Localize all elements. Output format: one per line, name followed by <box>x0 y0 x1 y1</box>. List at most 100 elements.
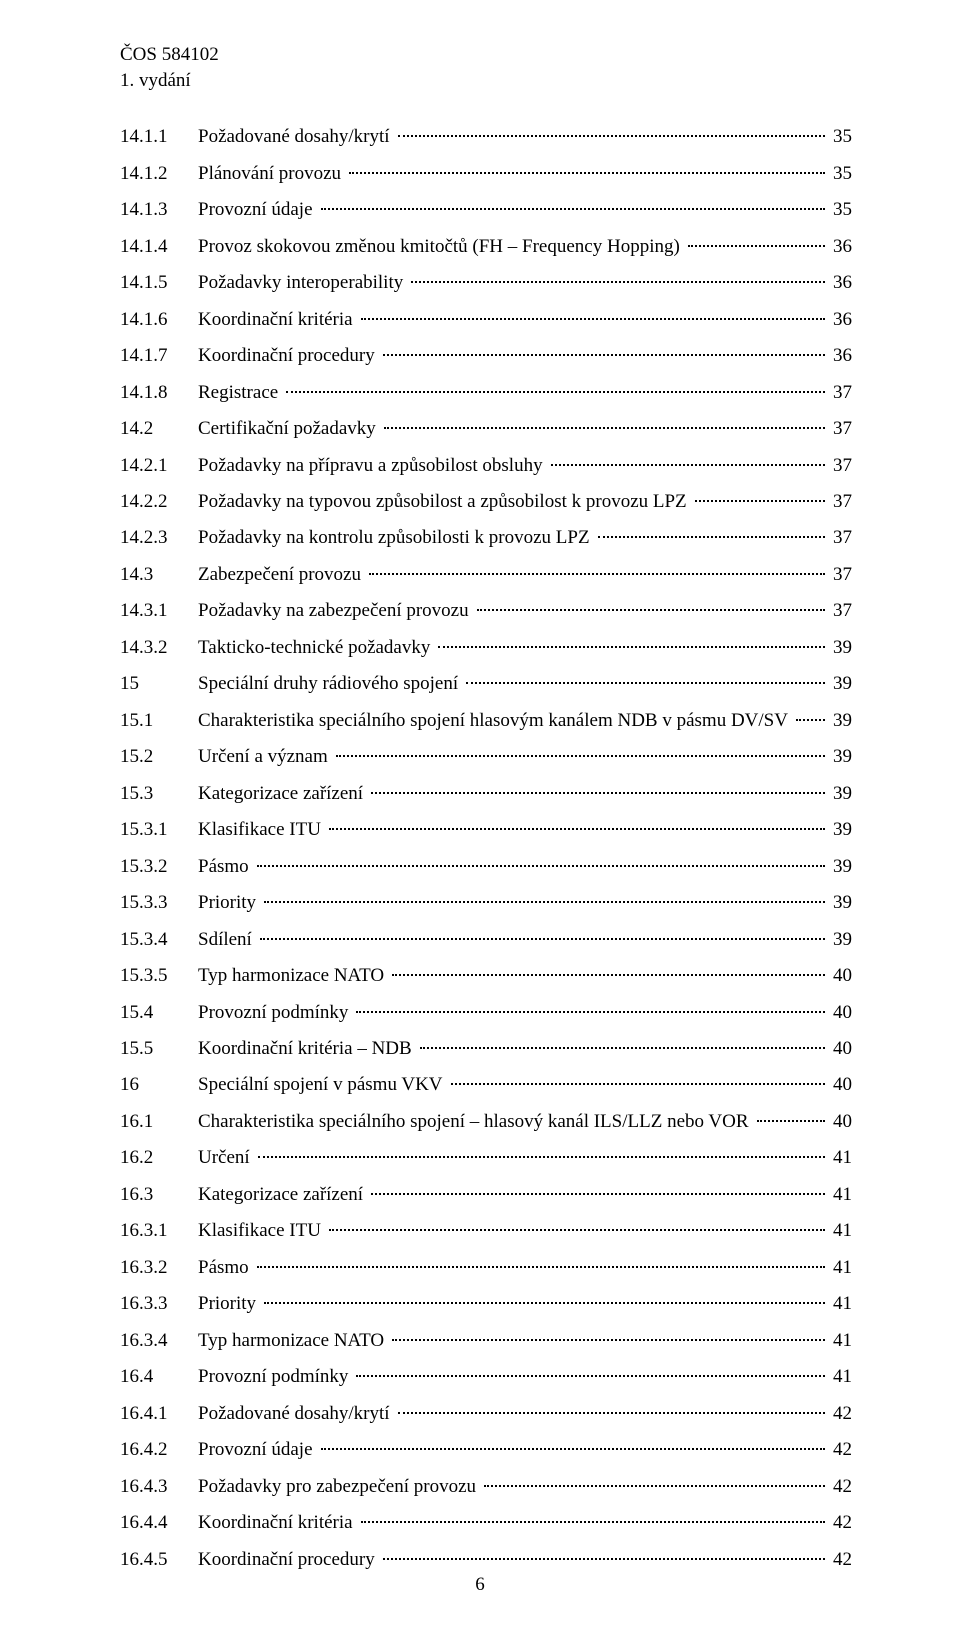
toc-leader-dots <box>451 1083 825 1085</box>
toc-number: 15.1 <box>120 703 198 739</box>
toc-leader-dots <box>398 135 825 137</box>
toc-page: 40 <box>827 1104 852 1140</box>
toc-leader-dots <box>695 500 825 502</box>
toc-title: Certifikační požadavky <box>198 411 382 447</box>
toc-page: 42 <box>827 1469 852 1505</box>
toc-leader-dots <box>383 354 825 356</box>
toc-title: Pásmo <box>198 849 255 885</box>
toc-number: 14.2 <box>120 411 198 447</box>
toc-leader-dots <box>371 792 825 794</box>
toc-row: 14.3Zabezpečení provozu37 <box>120 557 852 593</box>
document-page: ČOS 584102 1. vydání 14.1.1Požadované do… <box>0 0 960 1638</box>
toc-page: 37 <box>827 593 852 629</box>
toc-page: 39 <box>827 849 852 885</box>
toc-page: 39 <box>827 776 852 812</box>
toc-number: 16.4.5 <box>120 1542 198 1578</box>
toc-title: Pásmo <box>198 1250 255 1286</box>
toc-leader-dots <box>349 172 825 174</box>
toc-number: 16.4.1 <box>120 1396 198 1432</box>
toc-title: Sdílení <box>198 922 258 958</box>
toc-title: Provoz skokovou změnou kmitočtů (FH – Fr… <box>198 229 686 265</box>
toc-page: 37 <box>827 484 852 520</box>
toc-row: 16.4.2Provozní údaje42 <box>120 1432 852 1468</box>
toc-leader-dots <box>258 1156 825 1158</box>
toc-number: 14.3.1 <box>120 593 198 629</box>
toc-leader-dots <box>398 1412 825 1414</box>
toc-number: 15.3.3 <box>120 885 198 921</box>
toc-row: 16.4.1Požadované dosahy/krytí42 <box>120 1396 852 1432</box>
toc-leader-dots <box>438 646 825 648</box>
toc-leader-dots <box>369 573 825 575</box>
toc-leader-dots <box>383 1558 825 1560</box>
toc-row: 15.3.4Sdílení39 <box>120 922 852 958</box>
toc-page: 40 <box>827 958 852 994</box>
toc-number: 15.3.4 <box>120 922 198 958</box>
toc-leader-dots <box>264 1302 825 1304</box>
header-line-2: 1. vydání <box>120 68 852 94</box>
toc-number: 16.4.3 <box>120 1469 198 1505</box>
toc-number: 16.3.3 <box>120 1286 198 1322</box>
toc-row: 14.1.5Požadavky interoperability36 <box>120 265 852 301</box>
toc-title: Požadavky na přípravu a způsobilost obsl… <box>198 448 549 484</box>
toc-page: 41 <box>827 1177 852 1213</box>
toc-number: 14.1.6 <box>120 302 198 338</box>
toc-leader-dots <box>371 1193 825 1195</box>
toc-page: 39 <box>827 885 852 921</box>
toc-title: Typ harmonizace NATO <box>198 958 390 994</box>
toc-row: 16.3.3Priority41 <box>120 1286 852 1322</box>
toc-row: 16.2Určení41 <box>120 1140 852 1176</box>
toc-page: 37 <box>827 557 852 593</box>
toc-leader-dots <box>796 719 825 721</box>
toc-title: Klasifikace ITU <box>198 1213 327 1249</box>
toc-page: 36 <box>827 229 852 265</box>
toc-page: 39 <box>827 666 852 702</box>
toc-page: 42 <box>827 1432 852 1468</box>
toc-leader-dots <box>757 1120 825 1122</box>
toc-leader-dots <box>356 1375 825 1377</box>
toc-leader-dots <box>411 281 825 283</box>
toc-number: 14.1.4 <box>120 229 198 265</box>
toc-number: 14.1.1 <box>120 119 198 155</box>
toc-leader-dots <box>361 1521 825 1523</box>
toc-page: 37 <box>827 520 852 556</box>
toc-leader-dots <box>477 609 825 611</box>
toc-title: Charakteristika speciálního spojení – hl… <box>198 1104 755 1140</box>
toc-row: 16Speciální spojení v pásmu VKV40 <box>120 1067 852 1103</box>
toc-page: 41 <box>827 1250 852 1286</box>
toc-title: Speciální spojení v pásmu VKV <box>198 1067 449 1103</box>
toc-title: Kategorizace zařízení <box>198 776 369 812</box>
toc-title: Takticko-technické požadavky <box>198 630 436 666</box>
toc-leader-dots <box>361 318 825 320</box>
toc-title: Kategorizace zařízení <box>198 1177 369 1213</box>
toc-leader-dots <box>551 464 825 466</box>
toc-number: 16.2 <box>120 1140 198 1176</box>
toc-row: 16.3.1Klasifikace ITU41 <box>120 1213 852 1249</box>
toc-page: 39 <box>827 630 852 666</box>
toc-page: 42 <box>827 1505 852 1541</box>
toc-number: 15.3.2 <box>120 849 198 885</box>
toc-leader-dots <box>598 536 825 538</box>
toc-page: 41 <box>827 1359 852 1395</box>
toc-leader-dots <box>257 865 825 867</box>
toc-number: 14.2.3 <box>120 520 198 556</box>
toc-page: 41 <box>827 1213 852 1249</box>
toc-title: Priority <box>198 1286 262 1322</box>
toc-title: Koordinační procedury <box>198 338 381 374</box>
toc-title: Požadované dosahy/krytí <box>198 119 396 155</box>
toc-title: Požadované dosahy/krytí <box>198 1396 396 1432</box>
toc-number: 15.3.5 <box>120 958 198 994</box>
toc-title: Požadavky na typovou způsobilost a způso… <box>198 484 693 520</box>
toc-row: 15.2Určení a význam39 <box>120 739 852 775</box>
toc-title: Speciální druhy rádiového spojení <box>198 666 464 702</box>
toc-row: 14.2.3Požadavky na kontrolu způsobilosti… <box>120 520 852 556</box>
toc-row: 14.1.7Koordinační procedury36 <box>120 338 852 374</box>
toc-number: 15.2 <box>120 739 198 775</box>
toc-page: 37 <box>827 411 852 447</box>
toc-number: 15.4 <box>120 995 198 1031</box>
toc-number: 16.4 <box>120 1359 198 1395</box>
toc-page: 40 <box>827 1067 852 1103</box>
toc-leader-dots <box>260 938 825 940</box>
toc-number: 14.1.5 <box>120 265 198 301</box>
toc-page: 39 <box>827 703 852 739</box>
toc-row: 15Speciální druhy rádiového spojení39 <box>120 666 852 702</box>
